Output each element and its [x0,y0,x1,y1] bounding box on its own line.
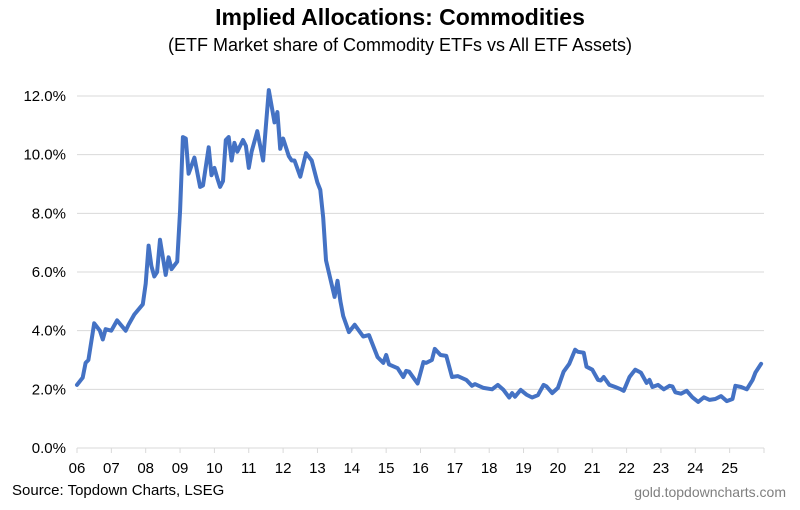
series-line [75,88,764,404]
x-tick-label: 17 [447,460,464,477]
x-tick-label: 15 [378,460,395,477]
y-tick-label: 4.0% [32,323,66,340]
x-tick-label: 06 [69,460,86,477]
x-axis: 06 07 08 09 10 11 12 13 14 15 16 17 18 19 20 21 22 23 24 25 [69,448,765,477]
source-note: Source: Topdown Charts, LSEG [12,482,225,499]
x-tick-label: 11 [241,460,257,477]
watermark: gold.topdowncharts.com [634,484,786,500]
x-tick-label: 14 [343,460,360,477]
x-tick-label: 24 [687,460,704,477]
y-tick-label: 10.0% [23,147,66,164]
y-tick-label: 0.0% [32,440,66,457]
x-tick-label: 18 [481,460,498,477]
y-tick-label: 6.0% [32,264,66,281]
x-tick-label: 07 [103,460,120,477]
y-tick-label: 2.0% [32,381,66,398]
x-tick-label: 16 [412,460,429,477]
x-tick-label: 08 [137,460,154,477]
x-tick-label: 22 [618,460,635,477]
x-tick-label: 19 [515,460,532,477]
x-tick-label: 20 [550,460,567,477]
chart-subtitle: (ETF Market share of Commodity ETFs vs A… [167,35,633,55]
series-group [75,88,764,404]
chart-title: Implied Allocations: Commodities [215,4,585,30]
x-tick-label: 21 [584,460,601,477]
x-tick-label: 09 [172,460,189,477]
x-tick-label: 25 [721,460,738,477]
x-tick-label: 23 [653,460,670,477]
x-tick-label: 13 [309,460,326,477]
x-tick-label: 12 [275,460,292,477]
gridlines [77,95,764,449]
y-tick-label: 8.0% [32,205,66,222]
y-tick-label: 12.0% [23,88,66,105]
y-axis-ticks: 0.0% 2.0% 4.0% 6.0% 8.0% 10.0% 12.0% [23,88,66,457]
x-tick-label: 10 [206,460,223,477]
